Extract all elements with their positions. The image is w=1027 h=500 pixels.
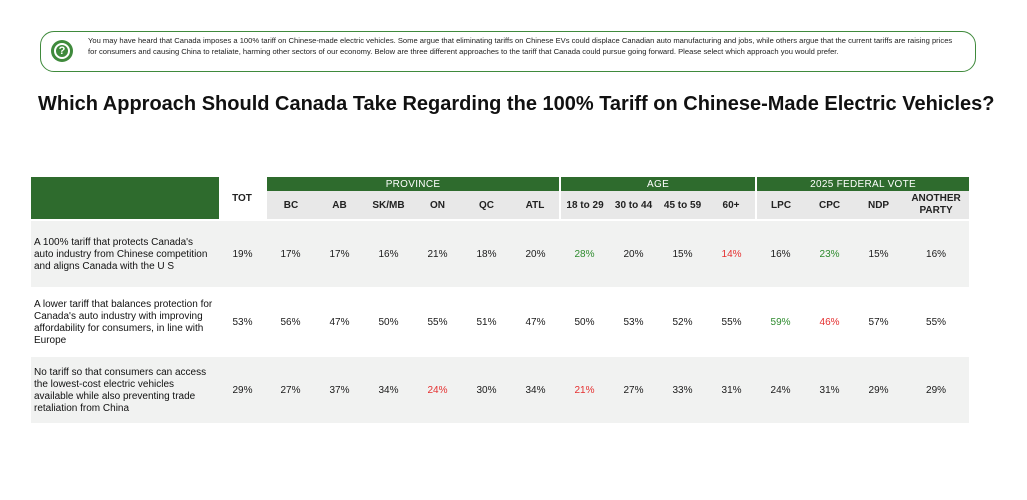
table-cell: 21% xyxy=(413,219,462,288)
table-cell: 50% xyxy=(364,287,413,356)
column-header-qc: QC xyxy=(462,191,511,220)
table-cell: 28% xyxy=(560,219,610,288)
column-header-bc: BC xyxy=(265,191,315,220)
table-cell: 24% xyxy=(413,355,462,423)
results-table: TOT PROVINCE AGE 2025 FEDERAL VOTE BC AB SK/MB… xyxy=(31,177,970,423)
table-cell: 15% xyxy=(658,219,708,288)
table-cell: 20% xyxy=(609,219,659,288)
table-cell: 51% xyxy=(462,287,511,356)
table-cell: 46% xyxy=(805,287,855,356)
table-cell: 24% xyxy=(756,355,806,423)
table-cell: 17% xyxy=(315,219,364,288)
table-cell: 16% xyxy=(756,219,806,288)
column-header-lpc: LPC xyxy=(755,191,806,220)
table-cell: 33% xyxy=(658,355,708,423)
table-cell: 31% xyxy=(805,355,855,423)
row-label: A 100% tariff that protects Canada's aut… xyxy=(31,219,219,288)
column-header-cpc: CPC xyxy=(805,191,855,220)
table-cell: 23% xyxy=(805,219,855,288)
table-row: A 100% tariff that protects Canada's aut… xyxy=(31,219,970,288)
table-cell: 21% xyxy=(560,355,610,423)
table-cell: 17% xyxy=(266,219,315,288)
table-cell: 47% xyxy=(511,287,561,356)
column-header-on: ON xyxy=(413,191,462,220)
table-cell: 55% xyxy=(903,287,970,356)
column-header-ab: AB xyxy=(315,191,364,220)
table-cell: 16% xyxy=(903,219,970,288)
table-cell: 29% xyxy=(219,355,266,423)
table-cell: 31% xyxy=(707,355,757,423)
row-label: No tariff so that consumers can access t… xyxy=(31,355,219,423)
intro-text: You may have heard that Canada imposes a… xyxy=(88,36,953,56)
table-cell: 53% xyxy=(219,287,266,356)
table-cell: 34% xyxy=(511,355,561,423)
table-row: No tariff so that consumers can access t… xyxy=(31,355,970,423)
column-header-18-to-29: 18 to 29 xyxy=(559,191,610,220)
table-cell: 29% xyxy=(854,355,904,423)
group-header-2025-federal-vote: 2025 FEDERAL VOTE xyxy=(755,177,970,191)
table-cell: 53% xyxy=(609,287,659,356)
table-cell: 52% xyxy=(658,287,708,356)
table-cell: 56% xyxy=(266,287,315,356)
table-cell: 29% xyxy=(903,355,970,423)
table-cell: 55% xyxy=(413,287,462,356)
table-cell: 19% xyxy=(219,219,266,288)
question-mark-icon: ? xyxy=(51,40,73,62)
table-cell: 20% xyxy=(511,219,561,288)
table-row: A lower tariff that balances protection … xyxy=(31,287,970,356)
column-header-atl: ATL xyxy=(511,191,561,220)
table-cell: 27% xyxy=(266,355,315,423)
table-cell: 14% xyxy=(707,219,757,288)
column-header-sk-mb: SK/MB xyxy=(364,191,413,220)
column-header-60-: 60+ xyxy=(707,191,757,220)
table-cell: 59% xyxy=(756,287,806,356)
column-header-tot: TOT xyxy=(219,177,266,220)
column-header-another-party: ANOTHER PARTY xyxy=(903,191,970,220)
table-cell: 18% xyxy=(462,219,511,288)
intro-callout: ? You may have heard that Canada imposes… xyxy=(40,31,976,72)
row-label: A lower tariff that balances protection … xyxy=(31,287,219,356)
column-header-45-to-59: 45 to 59 xyxy=(658,191,708,220)
table-cell: 37% xyxy=(315,355,364,423)
table-cell: 30% xyxy=(462,355,511,423)
header-corner xyxy=(31,177,219,220)
table-cell: 55% xyxy=(707,287,757,356)
group-header-province: PROVINCE xyxy=(264,177,561,191)
chart-title: Which Approach Should Canada Take Regard… xyxy=(38,93,995,115)
table-cell: 16% xyxy=(364,219,413,288)
column-header-30-to-44: 30 to 44 xyxy=(609,191,659,220)
column-header-ndp: NDP xyxy=(854,191,904,220)
table-cell: 47% xyxy=(315,287,364,356)
table-cell: 50% xyxy=(560,287,610,356)
table-cell: 27% xyxy=(609,355,659,423)
table-cell: 15% xyxy=(854,219,904,288)
group-header-age: AGE xyxy=(559,177,757,191)
table-cell: 34% xyxy=(364,355,413,423)
table-cell: 57% xyxy=(854,287,904,356)
